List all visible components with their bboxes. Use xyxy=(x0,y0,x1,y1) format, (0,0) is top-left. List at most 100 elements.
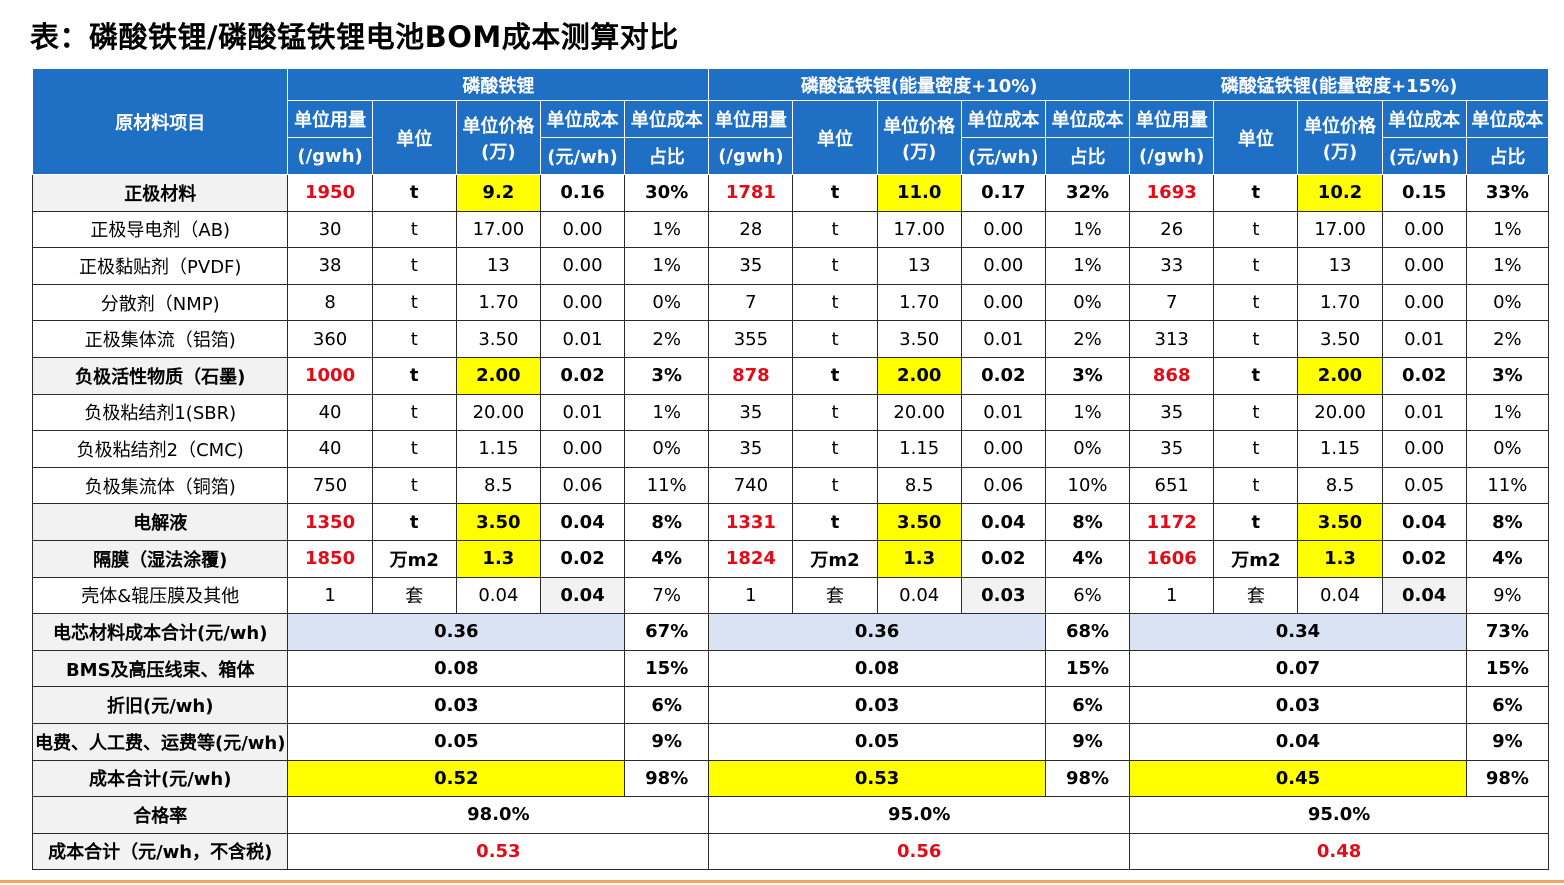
subheader-unit: 单位 xyxy=(371,100,457,175)
cell-price: 1.15 xyxy=(1297,430,1383,468)
cell-unit: 套 xyxy=(792,576,878,615)
cell-price: 2.00 xyxy=(455,356,541,395)
cell-unit: t xyxy=(371,247,457,285)
cell-share: 0% xyxy=(1465,430,1550,468)
cell-price: 8.5 xyxy=(1297,466,1383,505)
cell-cost: 0.06 xyxy=(960,466,1046,505)
cell-usage: 355 xyxy=(708,320,794,358)
summary-value: 0.05 xyxy=(708,722,1046,761)
cell-usage: 35 xyxy=(708,430,794,468)
page-title: 表：磷酸铁锂/磷酸锰铁锂电池BOM成本测算对比 xyxy=(30,20,679,54)
cell-share: 2% xyxy=(1465,320,1550,358)
material-name: 电解液 xyxy=(31,503,289,541)
cell-cost: 0.17 xyxy=(960,174,1046,212)
cell-unit: t xyxy=(371,356,457,395)
subheader-usage-top: 单位用量 xyxy=(1129,100,1215,138)
cell-share: 33% xyxy=(1465,174,1550,212)
summary-share: 98% xyxy=(624,759,710,798)
cell-price: 13 xyxy=(876,247,962,285)
group-header-lfp: 磷酸铁锂 xyxy=(287,68,710,101)
cell-unit: t xyxy=(792,356,878,395)
cell-price: 1.70 xyxy=(876,283,962,322)
cell-cost: 0.00 xyxy=(960,283,1046,322)
subheader-usage-top: 单位用量 xyxy=(287,100,373,138)
cell-price: 3.50 xyxy=(1297,320,1383,358)
summary-value: 0.03 xyxy=(287,686,626,724)
subheader-usage-bottom: (/gwh) xyxy=(708,137,794,175)
table-body: 正极材料 1950 t 9.2 0.16 30% 1781 t 11.0 0.17 32% 1693 t… xyxy=(31,174,1550,871)
subheader-price: 单位价格 (万) xyxy=(876,100,962,175)
cell-cost: 0.16 xyxy=(539,174,626,212)
cell-usage: 1850 xyxy=(287,539,373,578)
material-row: 正极集体流（铝箔) 360 t 3.50 0.01 2% 355 t 3.50 0.01 2% 313… xyxy=(31,320,1550,358)
summary-value: 0.34 xyxy=(1129,613,1467,651)
cell-cost: 0.00 xyxy=(539,283,626,322)
subheader-share-bottom: 占比 xyxy=(1044,137,1131,175)
summary-value: 0.08 xyxy=(287,649,626,688)
cell-unit: t xyxy=(1213,503,1299,541)
cell-share: 4% xyxy=(1044,539,1131,578)
subheader-usage-top: 单位用量 xyxy=(708,100,794,138)
cell-usage: 868 xyxy=(1129,356,1215,395)
cell-unit: t xyxy=(371,283,457,322)
cell-price: 1.70 xyxy=(1297,283,1383,322)
footer-value: 0.48 xyxy=(1129,832,1549,871)
summary-share: 15% xyxy=(624,649,710,688)
cell-share: 1% xyxy=(1044,393,1131,432)
summary-share: 6% xyxy=(1044,686,1131,724)
cell-price: 11.0 xyxy=(876,174,962,212)
cell-unit: t xyxy=(1213,466,1299,505)
material-row: 负极集流体（铜箔) 750 t 8.5 0.06 11% 740 t 8.5 0.06 10% 651… xyxy=(31,466,1550,505)
cell-unit: t xyxy=(371,430,457,468)
cell-share: 3% xyxy=(1465,356,1550,395)
cell-cost: 0.00 xyxy=(1381,247,1467,285)
cell-price: 20.00 xyxy=(876,393,962,432)
cell-usage: 28 xyxy=(708,210,794,249)
cell-price: 0.04 xyxy=(1297,576,1383,615)
cell-unit: t xyxy=(371,503,457,541)
summary-value: 0.08 xyxy=(708,649,1046,688)
cell-cost: 0.04 xyxy=(539,576,626,615)
footer-value: 0.56 xyxy=(708,832,1131,871)
cell-cost: 0.02 xyxy=(960,356,1046,395)
summary-share: 73% xyxy=(1465,613,1550,651)
summary-name: 成本合计(元/wh) xyxy=(31,759,289,798)
footer-row: 合格率 98.0% 95.0% 95.0% xyxy=(31,796,1549,834)
summary-share: 15% xyxy=(1465,649,1550,688)
summary-value: 0.05 xyxy=(287,722,626,761)
cell-cost: 0.00 xyxy=(539,210,626,249)
cell-cost: 0.01 xyxy=(539,320,626,358)
subheader-cost-bottom: (元/wh) xyxy=(960,137,1046,175)
cell-unit: 套 xyxy=(371,576,457,615)
cell-share: 2% xyxy=(1044,320,1131,358)
cell-share: 1% xyxy=(1044,247,1131,285)
cell-usage: 38 xyxy=(287,247,373,285)
cell-unit: t xyxy=(1213,247,1299,285)
cell-unit: t xyxy=(371,320,457,358)
footer-value: 95.0% xyxy=(708,796,1131,834)
subheader-cost-bottom: (元/wh) xyxy=(1381,137,1467,175)
cell-usage: 30 xyxy=(287,210,373,249)
material-name: 正极导电剂（AB) xyxy=(31,210,289,249)
cell-price: 1.70 xyxy=(455,283,541,322)
summary-share: 15% xyxy=(1044,649,1131,688)
cell-price: 17.00 xyxy=(876,210,962,249)
summary-value: 0.52 xyxy=(287,759,626,798)
subheader-price: 单位价格 (万) xyxy=(455,100,541,175)
cell-unit: 套 xyxy=(1213,576,1299,615)
footer-row: 成本合计（元/wh，不含税) 0.53 0.56 0.48 xyxy=(31,832,1549,871)
summary-share: 68% xyxy=(1044,613,1131,651)
cell-usage: 1000 xyxy=(287,356,373,395)
cell-cost: 0.04 xyxy=(539,503,626,541)
material-name: 负极集流体（铜箔) xyxy=(31,466,289,505)
subheader-cost-bottom: (元/wh) xyxy=(539,137,626,175)
cell-price: 2.00 xyxy=(876,356,962,395)
summary-row: 电芯材料成本合计(元/wh) 0.36 67% 0.36 68% 0.34 73% xyxy=(31,613,1550,651)
cell-share: 32% xyxy=(1044,174,1131,212)
cell-usage: 40 xyxy=(287,393,373,432)
cell-cost: 0.03 xyxy=(960,576,1046,615)
cell-price: 17.00 xyxy=(455,210,541,249)
cell-usage: 1350 xyxy=(287,503,373,541)
cell-usage: 360 xyxy=(287,320,373,358)
subheader-price-bottom: (万) xyxy=(481,141,516,163)
